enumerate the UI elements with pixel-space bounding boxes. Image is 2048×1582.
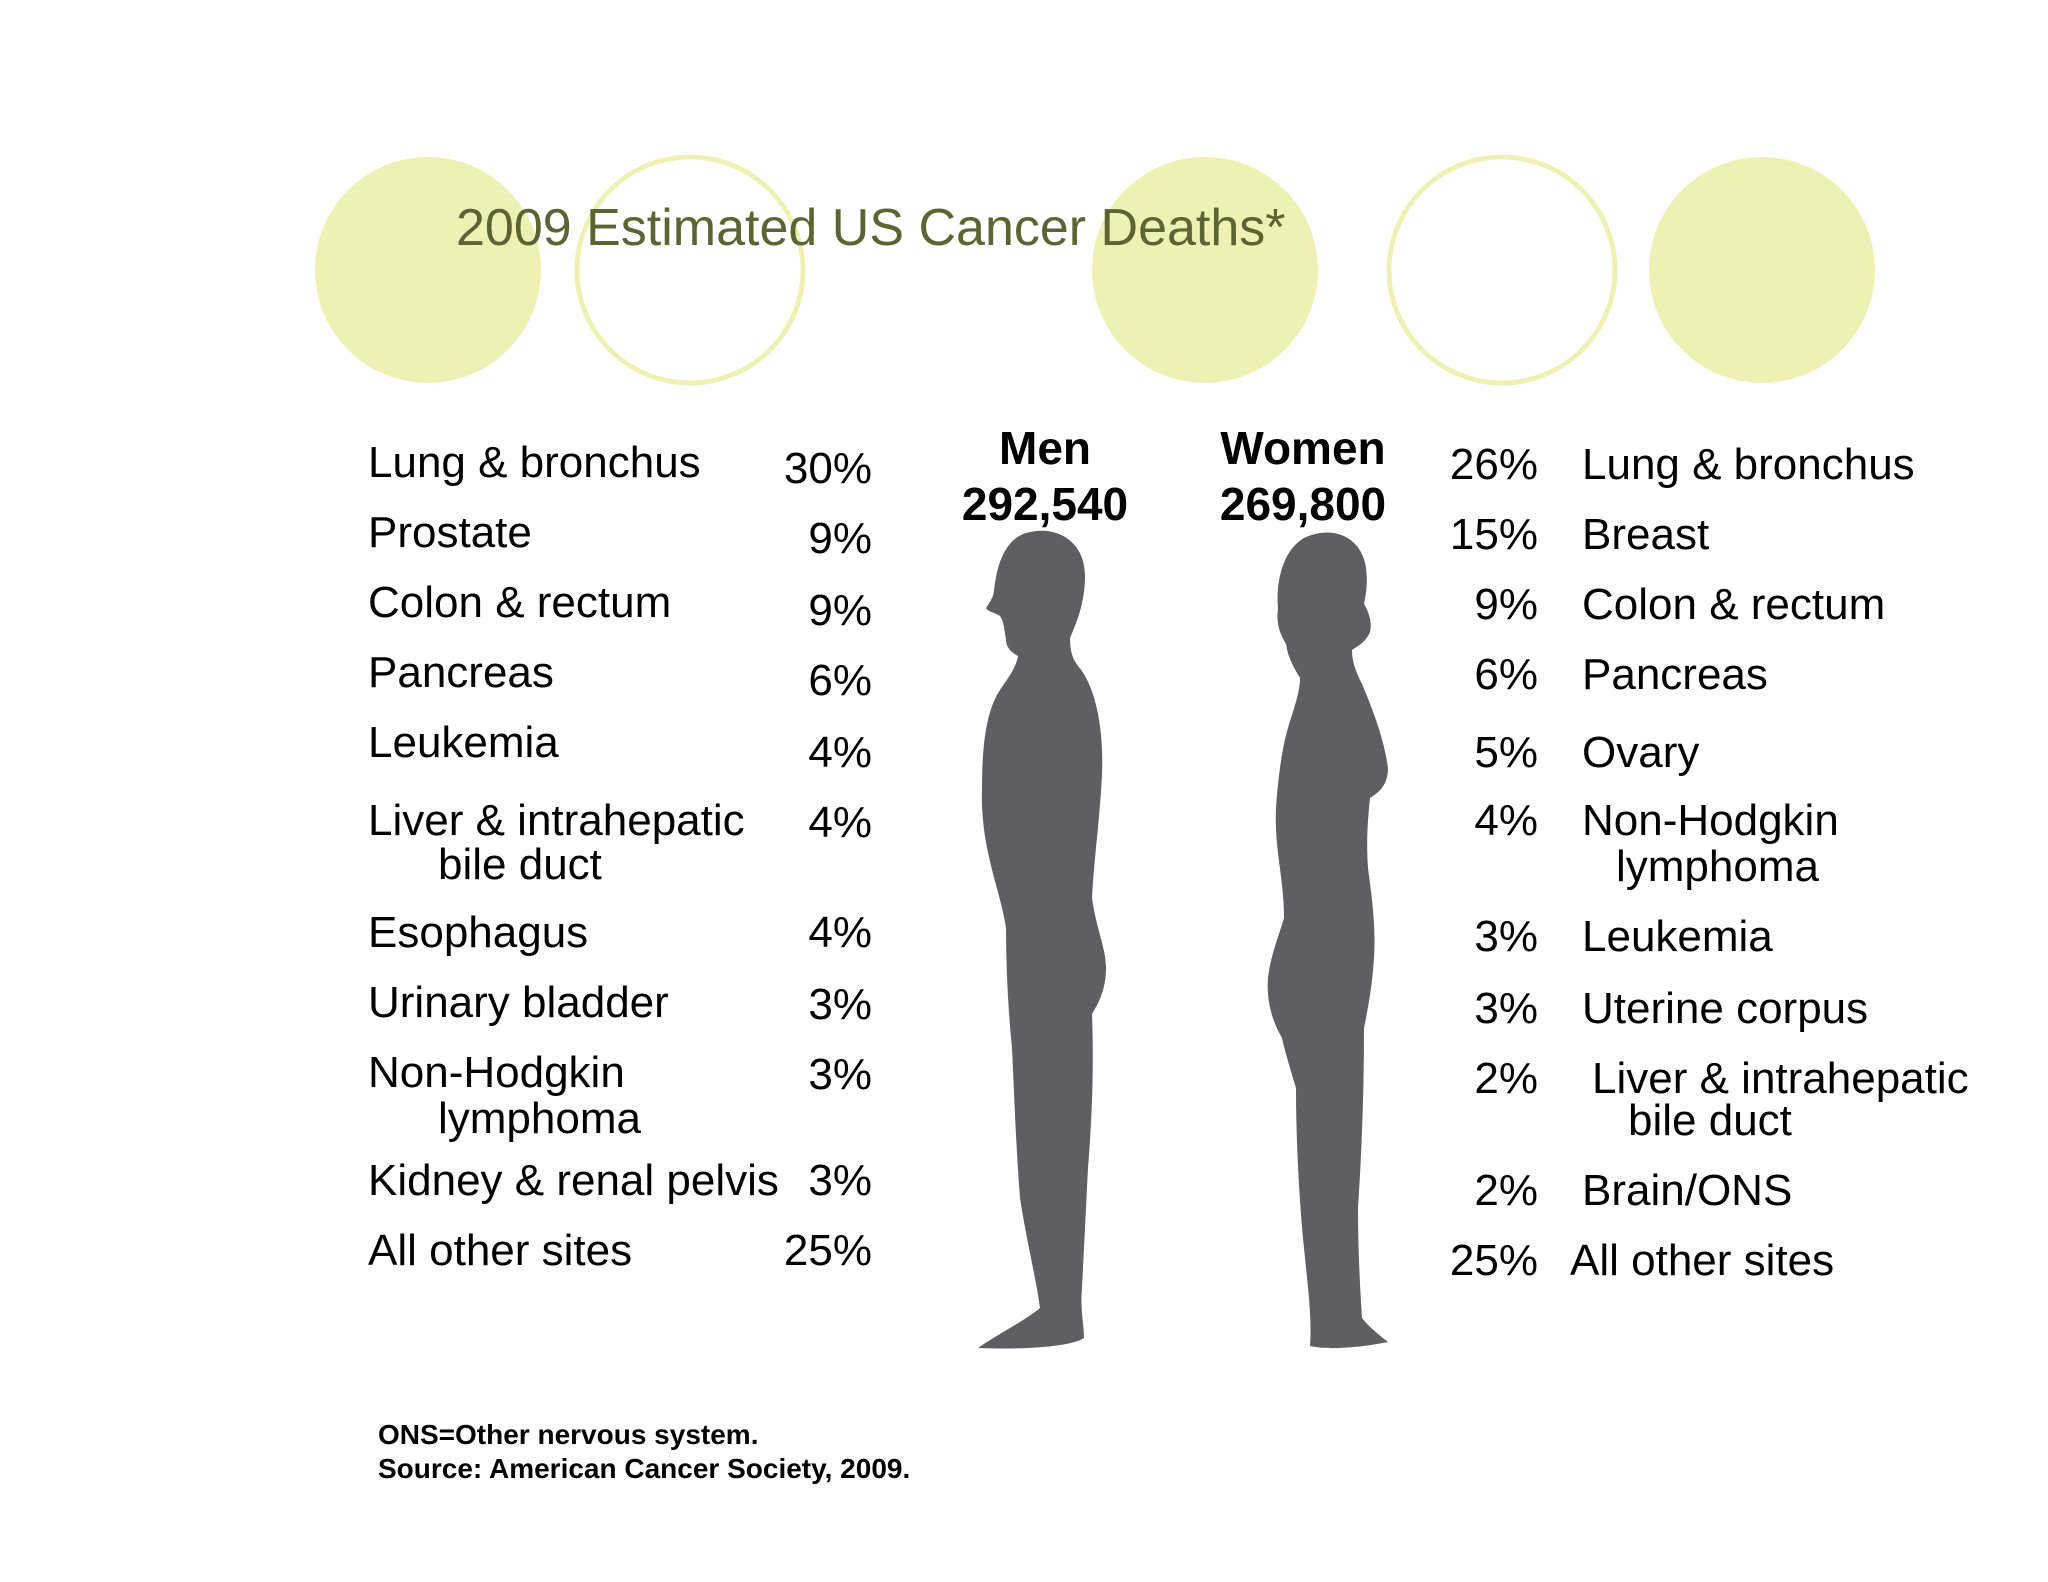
women-percent: 25% <box>1449 1236 1538 1285</box>
men-percent: 3% <box>808 1050 872 1099</box>
men-percent: 3% <box>808 980 872 1029</box>
women-header: Women 269,800 <box>1183 420 1423 532</box>
footnote-source: Source: American Cancer Society, 2009. <box>378 1453 911 1484</box>
men-percent: 3% <box>808 1156 872 1205</box>
men-percent: 30% <box>783 444 872 493</box>
men-site-label-cont: lymphoma <box>438 1094 641 1143</box>
men-percent: 4% <box>808 908 872 957</box>
footnote-ons: ONS=Other nervous system. <box>378 1419 759 1450</box>
women-site-label-cont: bile duct <box>1628 1096 1792 1145</box>
women-site-label: All other sites <box>1570 1236 1835 1285</box>
men-percent: 4% <box>808 798 872 847</box>
women-site-label-cont: lymphoma <box>1616 842 1819 891</box>
women-site-label: Lung & bronchus <box>1582 440 1915 489</box>
women-percent: 9% <box>1474 580 1538 629</box>
men-site-label: Liver & intrahepatic <box>368 796 745 845</box>
page-title: 2009 Estimated US Cancer Deaths* <box>456 199 1286 257</box>
women-site-label: Breast <box>1582 510 1710 559</box>
women-site-label: Colon & rectum <box>1582 580 1886 629</box>
men-percent: 6% <box>808 656 872 705</box>
men-percent: 4% <box>808 728 872 777</box>
men-site-label: Colon & rectum <box>368 578 672 627</box>
decorative-circles <box>315 154 1875 386</box>
women-site-label: Uterine corpus <box>1582 984 1869 1033</box>
men-site-label: Urinary bladder <box>368 978 669 1027</box>
women-percent: 4% <box>1474 796 1538 845</box>
women-percent: 3% <box>1474 984 1538 1033</box>
men-site-label: Pancreas <box>368 648 554 697</box>
men-header: Men 292,540 <box>925 420 1165 532</box>
filled-circle <box>1649 157 1875 383</box>
men-percent: 9% <box>808 586 872 635</box>
women-site-label: Liver & intrahepatic <box>1592 1054 1969 1103</box>
men-site-label: Esophagus <box>368 908 589 957</box>
female-silhouette-icon <box>1267 532 1388 1349</box>
women-percent: 2% <box>1474 1054 1538 1103</box>
women-site-label: Ovary <box>1582 728 1700 777</box>
women-site-label: Leukemia <box>1582 912 1773 961</box>
women-percent: 26% <box>1449 440 1538 489</box>
footnotes: ONS=Other nervous system. Source: Americ… <box>378 1418 910 1486</box>
outline-circle <box>1386 154 1618 386</box>
filled-circle <box>315 157 541 383</box>
filled-circle <box>1092 157 1318 383</box>
men-total: 292,540 <box>961 478 1129 530</box>
women-percent: 15% <box>1449 510 1538 559</box>
women-site-label: Non-Hodgkin <box>1582 796 1839 845</box>
men-percent: 9% <box>808 514 872 563</box>
men-percent: 25% <box>783 1226 872 1275</box>
men-label: Men <box>999 422 1091 474</box>
women-percent: 3% <box>1474 912 1538 961</box>
women-percent: 6% <box>1474 650 1538 699</box>
men-site-label: Prostate <box>368 508 532 557</box>
men-site-label: Kidney & renal pelvis <box>368 1156 779 1205</box>
women-site-label: Pancreas <box>1582 650 1768 699</box>
outline-circle <box>574 154 806 386</box>
women-percent: 2% <box>1474 1166 1538 1215</box>
male-silhouette-icon <box>978 530 1106 1349</box>
women-percent: 5% <box>1474 728 1538 777</box>
women-label: Women <box>1220 422 1386 474</box>
men-site-label: Leukemia <box>368 718 559 767</box>
women-site-label: Brain/ONS <box>1582 1166 1793 1215</box>
men-site-label: Lung & bronchus <box>368 438 701 487</box>
men-site-label: Non-Hodgkin <box>368 1048 625 1097</box>
women-total: 269,800 <box>1219 478 1387 530</box>
men-site-label: All other sites <box>368 1226 633 1275</box>
men-site-label-cont: bile duct <box>438 840 602 889</box>
